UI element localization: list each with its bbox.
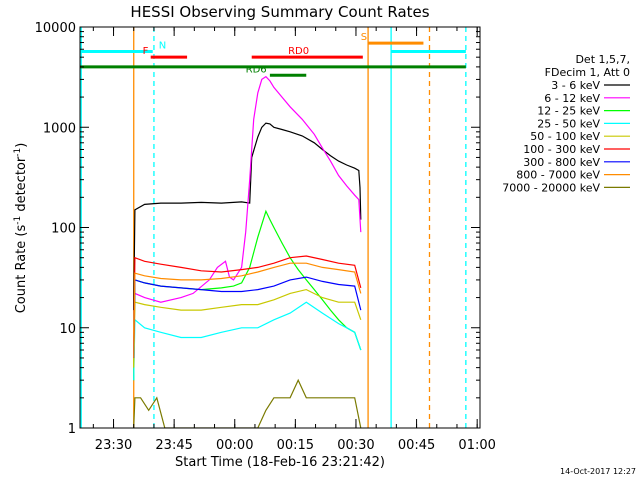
legend-entry-50-100-kev: 50 - 100 keV <box>530 130 600 143</box>
flag-label-f: F <box>143 46 149 57</box>
legend-header-0: Det 1,5,7, <box>575 53 630 66</box>
y-tick-label-100: 100 <box>51 222 76 237</box>
x-tick-label-23-45: 23:45 <box>155 438 192 453</box>
flag-label-s: S <box>361 32 367 43</box>
series-line-6-12-kev <box>133 75 362 358</box>
x-tick-label-01-00: 01:00 <box>458 438 495 453</box>
legend-entry-300-800-kev: 300 - 800 keV <box>523 156 600 169</box>
y-tick-label-10: 10 <box>59 322 76 337</box>
chart-title: HESSI Observing Summary Count Rates <box>130 3 429 21</box>
y-tick-label-1000: 1000 <box>43 121 76 136</box>
legend-entry-12-25-kev: 12 - 25 keV <box>537 105 600 118</box>
y-tick-label-1: 1 <box>68 422 76 437</box>
x-tick-label-00-15: 00:15 <box>277 438 314 453</box>
legend-entry-25-50-kev: 25 - 50 keV <box>537 117 600 130</box>
flag-label-rd6: RD6 <box>246 64 267 75</box>
series-line-3-6-kev <box>133 122 362 311</box>
y-axis: 1 10 100 1000 10000 <box>35 21 480 437</box>
legend-entry-6-12-kev: 6 - 12 keV <box>544 92 600 105</box>
series-line-50-100-kev <box>133 288 362 368</box>
series-line-25-50-kev <box>133 301 362 381</box>
legend-entry-3-6-kev: 3 - 6 keV <box>551 79 600 92</box>
series-lines <box>133 75 362 428</box>
legend-entry-7000-20000-kev: 7000 - 20000 keV <box>502 181 600 194</box>
x-tick-label-00-00: 00:00 <box>216 438 253 453</box>
y-axis-label: Count Rate (s-1 detector-1) <box>13 143 29 314</box>
x-axis: 23:30 23:45 00:00 00:15 00:30 00:45 01:00 <box>92 27 496 453</box>
legend-header-1: FDecim 1, Att 0 <box>545 66 630 79</box>
x-tick-label-00-45: 00:45 <box>398 438 435 453</box>
flag-label-rd0: RD0 <box>288 46 309 57</box>
legend-entry-100-300-kev: 100 - 300 keV <box>523 143 600 156</box>
x-tick-label-00-30: 00:30 <box>337 438 374 453</box>
footer-date: 14-Oct-2017 12:27 <box>560 467 636 476</box>
y-tick-label-10000: 10000 <box>35 21 76 36</box>
legend-entry-800-7000-kev: 800 - 7000 keV <box>516 169 600 182</box>
x-axis-label: Start Time (18-Feb-16 23:21:42) <box>175 455 385 470</box>
series-line-100-300-kev <box>133 255 362 358</box>
series-line-300-800-kev <box>133 276 362 358</box>
series-line-800-7000-kev <box>133 262 362 358</box>
flag-bars: NF RD0 S RD6 <box>80 32 466 77</box>
x-tick-label-23-30: 23:30 <box>95 438 132 453</box>
vertical-markers <box>80 27 467 428</box>
flag-label-n: N <box>159 40 166 51</box>
series-line-7000-20000-kev <box>133 378 362 428</box>
